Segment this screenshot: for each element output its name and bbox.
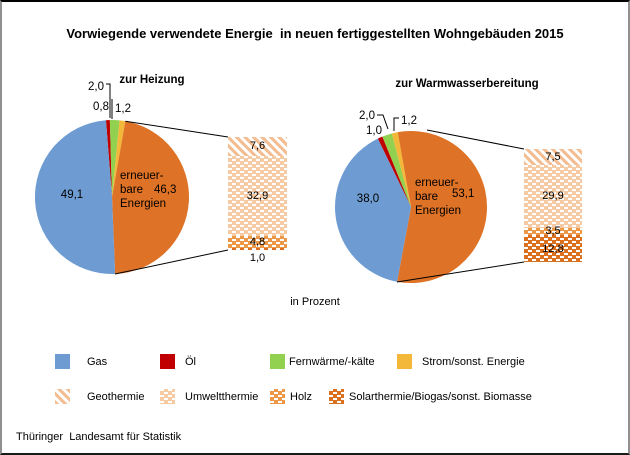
pie-value-label: 46,3 <box>154 184 176 196</box>
bar-segment-value: 29,9 <box>542 190 564 203</box>
pie-slice-erneuerbare-energien <box>112 121 189 274</box>
legend-item-fernwaerme: Fernwärme/-kälte <box>270 354 375 369</box>
strom-swatch-icon <box>397 354 412 369</box>
gas-swatch-icon <box>55 354 70 369</box>
bar-segment-value: 7,6 <box>249 140 266 153</box>
pie-value-label: 2,0 <box>359 110 375 122</box>
legend-item-strom: Strom/sonst. Energie <box>397 354 525 369</box>
pie-slice-gas <box>334 138 411 282</box>
pie-slice--l <box>105 120 112 197</box>
legend-label-holz: Holz <box>290 390 313 403</box>
label-leader-line <box>106 83 111 118</box>
chart-title: Vorwiegende verwendete Energie in neuen … <box>66 26 564 41</box>
source-attribution: Thüringer Landesamt für Statistik <box>16 431 182 443</box>
pie-value-label: 1,2 <box>401 115 417 127</box>
legend-item-solarthermie: Solarthermie/Biogas/sonst. Biomasse <box>329 389 532 404</box>
pie-slice--l <box>377 136 411 207</box>
fernwaerme-swatch-icon <box>270 354 285 369</box>
legend-item-geothermie: Geothermie <box>55 389 144 404</box>
legend-label-geothermie: Geothermie <box>87 390 145 403</box>
legend-item-holz: Holz <box>270 389 312 404</box>
pie-value-label: 53,1 <box>452 188 474 200</box>
breakdown-bar-warmwasser: 7,5 29,9 3,5 12,8 <box>524 149 582 262</box>
heading-heizung: zur Heizung <box>119 74 185 86</box>
bar-connector-line <box>125 120 229 138</box>
legend-label-oel: Öl <box>185 355 196 368</box>
legend-item-umweltthermie: Umweltthermie <box>160 389 258 404</box>
holz-swatch-icon <box>270 389 285 404</box>
legend-item-gas: Gas <box>55 354 107 369</box>
pie-slice-strom-sonst-energie <box>112 120 126 197</box>
pie-slice-erneuerbare-energien <box>397 130 488 283</box>
bar-segment-umweltthermie <box>524 164 582 228</box>
breakdown-bar-heizung: 7,6 32,9 4,8 1,0 <box>228 137 287 264</box>
pie-value-label: 49,1 <box>61 189 83 201</box>
bar-connector-line <box>114 249 229 275</box>
pie-inner-label-line: bare <box>120 184 143 196</box>
pie-value-label: 1,2 <box>115 103 131 115</box>
pie-slice-fernw-rme-k-lte <box>109 119 120 197</box>
pie-value-label: 2,0 <box>88 81 104 93</box>
pie-inner-label-line: erneuer- <box>120 170 164 182</box>
pie-inner-label-line: Energien <box>415 205 461 217</box>
bar-segment-value: 1,0 <box>249 252 266 264</box>
pie-slice-gas <box>34 120 116 275</box>
heading-warmwasser: zur Warmwasserbereitung <box>395 78 539 90</box>
bar-segment-value: 32,9 <box>246 189 269 202</box>
pie-value-label: 1,0 <box>366 125 382 137</box>
bar-segment-geothermie <box>524 149 582 165</box>
pie-value-label: 0,8 <box>93 101 109 113</box>
bar-segment-holz <box>228 235 287 248</box>
pie-slice-strom-sonst-energie <box>391 132 411 207</box>
pie-inner-label-line: bare <box>415 191 438 203</box>
solarthermie-swatch-icon <box>329 389 344 404</box>
unit-note: in Prozent <box>290 296 340 308</box>
geothermie-swatch-icon <box>55 389 70 404</box>
legend-label-fernwaerme: Fernwärme/-kälte <box>289 355 375 368</box>
bar-connector-line <box>396 261 525 283</box>
pie-inner-label-line: erneuer- <box>415 177 459 189</box>
bar-segment-solarthermie-biogas-sonst-biomasse <box>524 235 582 262</box>
legend-label-umweltthermie: Umweltthermie <box>185 390 259 403</box>
legend-label-solarthermie: Solarthermie/Biogas/sonst. Biomasse <box>349 390 532 403</box>
bar-segment-umweltthermie <box>228 155 287 236</box>
bar-connector-line <box>426 129 525 150</box>
pie-value-label: 38,0 <box>357 193 379 205</box>
bar-segment-value: 7,5 <box>545 150 561 163</box>
umweltthermie-swatch-icon <box>160 389 175 404</box>
label-leader-line <box>393 117 399 131</box>
legend-label-strom: Strom/sonst. Energie <box>422 355 525 368</box>
pie-inner-label-line: Energien <box>120 198 166 210</box>
bar-segment-geothermie <box>228 137 287 156</box>
pie-slice-fernw-rme-k-lte <box>382 133 411 207</box>
bar-segment-value: 12,8 <box>542 242 564 255</box>
bar-segment-solarthermie-biogas-sonst-biomasse <box>228 247 287 250</box>
label-leader-line <box>377 114 389 130</box>
bar-segment-value: 4,8 <box>249 235 266 248</box>
oel-swatch-icon <box>160 354 175 369</box>
legend-label-gas: Gas <box>87 355 108 368</box>
bar-segment-value: 3,5 <box>545 225 561 238</box>
legend-item-oel: Öl <box>160 354 196 369</box>
bar-segment-holz <box>524 227 582 236</box>
